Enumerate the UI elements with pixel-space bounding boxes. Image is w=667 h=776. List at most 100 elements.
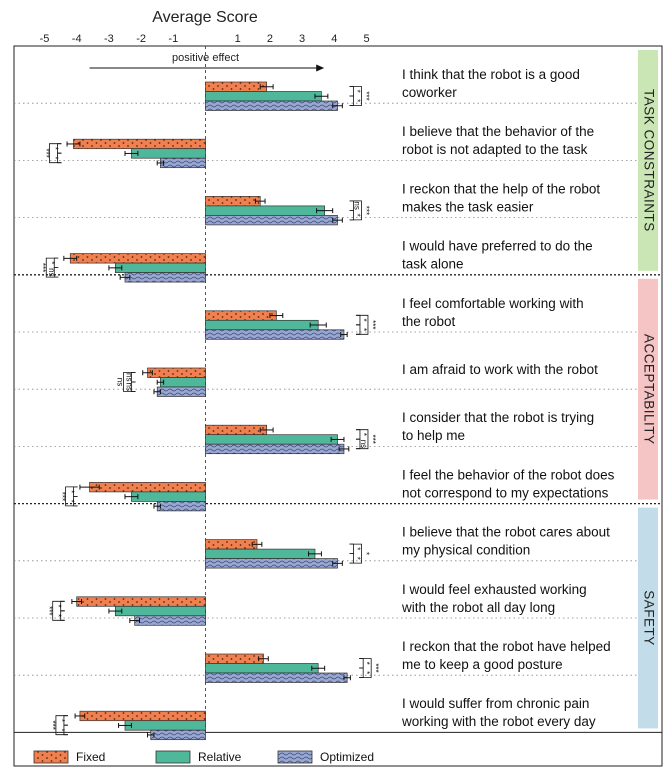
x-tick-label: 4: [331, 33, 337, 45]
significance-label: *: [57, 719, 66, 722]
significance-label: *: [362, 662, 371, 665]
group-band: [638, 507, 658, 729]
significance-label: *: [359, 328, 368, 331]
bar-relative: [205, 91, 322, 102]
frame-border: [13, 45, 663, 767]
bar-fixed: [205, 196, 261, 207]
statement-line: I reckon that the robot have helped: [402, 639, 611, 654]
significance-label: ns: [115, 378, 124, 386]
significance-label: *: [54, 614, 63, 617]
bar-relative: [205, 434, 338, 445]
legend: Fixed Relative Optimized: [33, 750, 374, 764]
statement-line: not correspond to my expectations: [402, 485, 609, 500]
significance-label: *: [57, 728, 66, 731]
bar-relative: [131, 148, 206, 159]
chart-rows: *****I think that the robot is a goodcow…: [38, 67, 615, 741]
bar-fixed: [69, 253, 206, 264]
bar-fixed: [205, 81, 268, 92]
significance-label: ***: [368, 320, 377, 329]
bar-relative: [114, 605, 206, 617]
statement-line: with the robot all day long: [401, 600, 555, 615]
group-band: [638, 278, 658, 500]
statement-line: I am afraid to work with the robot: [402, 362, 598, 377]
x-tick-label: -5: [40, 33, 50, 45]
bar-relative: [124, 720, 206, 731]
statement-line: my physical condition: [402, 543, 530, 558]
significance-label: *: [54, 604, 63, 607]
significance-label: ns: [352, 201, 361, 209]
bar-optimized: [160, 157, 206, 169]
bar-relative: [205, 548, 316, 559]
bar-optimized: [205, 672, 348, 683]
bar-optimized: [134, 615, 206, 626]
significance-label: ***: [57, 492, 66, 501]
legend-swatch-fixed: [33, 750, 69, 764]
sig-bracket: [65, 486, 78, 507]
significance-label: *: [66, 500, 75, 503]
sig-bracket: [349, 86, 362, 106]
bar-fixed: [147, 367, 206, 378]
significance-label: *: [361, 552, 370, 555]
significance-label: ***: [371, 663, 380, 672]
bar-fixed: [205, 653, 264, 664]
group-label: SAFETY: [641, 590, 656, 646]
group-band: [638, 50, 658, 271]
bar-optimized: [124, 272, 206, 283]
significance-label: ***: [41, 149, 50, 158]
sig-bracket: [359, 658, 372, 678]
bar-optimized: [205, 215, 338, 226]
bar-fixed: [73, 138, 206, 150]
x-tick-label: -4: [72, 33, 82, 45]
sig-bracket: [123, 372, 136, 392]
significance-label: ***: [48, 721, 57, 730]
significance-label: *: [352, 557, 361, 560]
significance-label: *: [352, 90, 361, 93]
sig-bracket: [349, 543, 362, 564]
x-tick-label: 3: [299, 33, 305, 45]
significance-label: *: [352, 547, 361, 550]
x-tick-label: -1: [168, 33, 178, 45]
x-tick-label: -3: [104, 33, 114, 45]
legend-label: Relative: [198, 750, 242, 764]
statement-line: task alone: [402, 257, 464, 272]
statement-line: I feel comfortable working with: [402, 296, 584, 311]
chart-title: Average Score: [152, 9, 258, 26]
bar-relative: [205, 319, 319, 331]
significance-label: ***: [361, 206, 370, 215]
bar-relative: [114, 262, 206, 273]
statement-line: I reckon that the help of the robot: [402, 181, 600, 196]
legend-label: Fixed: [76, 750, 105, 764]
group-label: TASK CONSTRAINTS: [641, 89, 656, 232]
bar-optimized: [205, 329, 345, 340]
bar-optimized: [156, 501, 206, 512]
statement-line: I believe that the robot cares about: [402, 525, 610, 540]
bar-relative: [205, 205, 325, 216]
statement-line: coworker: [402, 85, 457, 100]
significance-label: *: [66, 490, 75, 493]
bar-fixed: [205, 424, 268, 436]
statement-line: I feel the behavior of the robot does: [402, 467, 615, 482]
sig-bracket: [355, 314, 369, 335]
arrow-head: [316, 64, 325, 72]
statement-line: I would have preferred to do the: [402, 239, 593, 254]
significance-label: ns: [47, 268, 56, 276]
significance-label: ***: [38, 263, 47, 272]
significance-label: ***: [368, 435, 377, 444]
bar-fixed: [205, 310, 277, 321]
statement-line: to help me: [402, 428, 465, 443]
statement-line: the robot: [402, 314, 456, 329]
positive-effect-label: positive effect: [172, 52, 239, 64]
legend-swatch-relative: [155, 750, 191, 764]
bar-relative: [205, 663, 319, 674]
sig-bracket: [355, 429, 369, 450]
significance-label: *: [47, 261, 56, 264]
significance-label: *: [359, 433, 368, 436]
x-tick-label: 2: [267, 33, 273, 45]
bar-relative: [131, 491, 206, 502]
x-axis-ticks: -5 -4 -3 -2 -1 1 2 3 4 5: [40, 33, 370, 45]
sig-bracket: [349, 200, 362, 221]
group-label: ACCEPTABILITY: [641, 334, 656, 445]
statement-line: I would suffer from chronic pain: [402, 696, 589, 711]
significance-label: ns: [124, 383, 133, 391]
